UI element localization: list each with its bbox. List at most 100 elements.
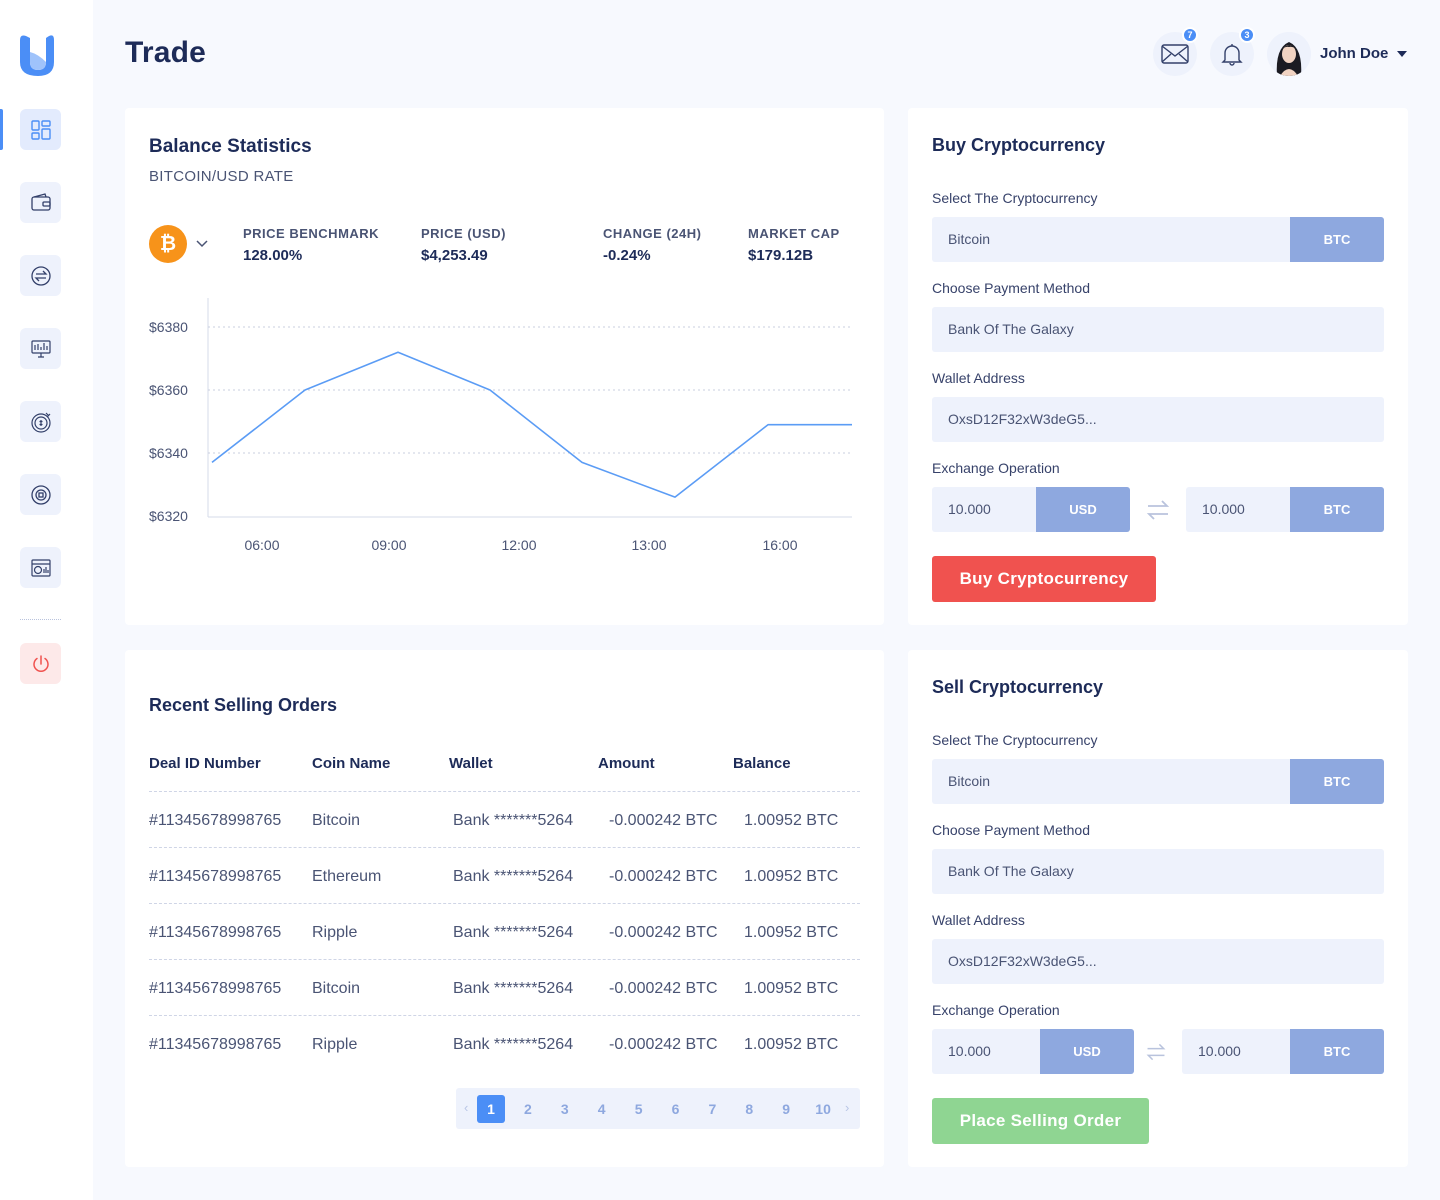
sell-from-value: 10.000 xyxy=(948,1043,991,1059)
sell-to-amount-input[interactable]: 10.000 BTC xyxy=(1182,1029,1384,1074)
sidebar-item-analytics[interactable] xyxy=(20,547,61,588)
logout-button[interactable] xyxy=(20,643,61,684)
column-coin-name[interactable]: Coin Name xyxy=(312,755,391,772)
bitcoin-icon[interactable]: ₿ xyxy=(149,225,187,263)
buy-wallet-label: Wallet Address xyxy=(932,370,1025,386)
pagination: ‹ 1 2 3 4 5 6 7 8 9 10 › xyxy=(456,1088,860,1129)
page-4-button[interactable]: 4 xyxy=(597,1101,606,1117)
page-10-button[interactable]: 10 xyxy=(815,1101,831,1117)
sell-from-currency: USD xyxy=(1040,1029,1134,1074)
series-line xyxy=(211,351,852,498)
sell-select-label: Select The Cryptocurrency xyxy=(932,732,1098,748)
table-row[interactable]: #11345678998765 Ethereum Bank *******5264 -… xyxy=(149,847,860,903)
buy-payment-label: Choose Payment Method xyxy=(932,280,1090,296)
prev-page-button[interactable]: ‹ xyxy=(464,1100,469,1115)
stat-value-market-cap: $179.12B xyxy=(748,247,814,264)
buy-payment-value: Bank Of The Galaxy xyxy=(948,321,1074,337)
next-page-button[interactable]: › xyxy=(845,1100,850,1115)
cell-amount: -0.000242 BTC xyxy=(609,868,718,885)
page-9-button[interactable]: 9 xyxy=(782,1101,791,1117)
cell-deal-id: #11345678998765 xyxy=(149,812,282,829)
sell-from-amount-input[interactable]: 10.000 USD xyxy=(932,1029,1134,1074)
cell-wallet: Bank *******5264 xyxy=(453,1036,574,1053)
analytics-window-icon xyxy=(30,558,51,577)
buy-payment-select[interactable]: Bank Of The Galaxy xyxy=(932,307,1384,352)
page-8-button[interactable]: 8 xyxy=(745,1101,754,1117)
sell-to-value: 10.000 xyxy=(1198,1043,1241,1059)
balance-statistics-card: Balance Statistics BITCOIN/USD RATE ₿ PR… xyxy=(125,108,884,625)
sidebar-item-investment[interactable] xyxy=(20,401,61,442)
cell-deal-id: #11345678998765 xyxy=(149,924,282,941)
sell-title: Sell Cryptocurrency xyxy=(932,677,1104,697)
cell-wallet: Bank *******5264 xyxy=(453,868,574,885)
page-1-button[interactable]: 1 xyxy=(477,1095,505,1123)
buy-crypto-select[interactable]: Bitcoin BTC xyxy=(932,217,1384,262)
cell-amount: -0.000242 BTC xyxy=(609,980,718,997)
x-tick-label: 16:00 xyxy=(762,537,797,553)
page-2-button[interactable]: 2 xyxy=(523,1101,532,1117)
sidebar-item-dashboard[interactable] xyxy=(20,109,61,150)
sidebar-item-coins[interactable] xyxy=(20,474,61,515)
column-wallet[interactable]: Wallet xyxy=(449,755,493,772)
cell-wallet: Bank *******5264 xyxy=(453,980,574,997)
column-amount[interactable]: Amount xyxy=(598,755,655,772)
buy-to-value: 10.000 xyxy=(1202,501,1245,517)
column-deal-id[interactable]: Deal ID Number xyxy=(149,755,261,772)
x-tick-label: 06:00 xyxy=(244,537,279,553)
page-6-button[interactable]: 6 xyxy=(671,1101,680,1117)
app-logo[interactable] xyxy=(20,32,54,76)
cell-wallet: Bank *******5264 xyxy=(453,812,574,829)
avatar[interactable] xyxy=(1267,32,1311,76)
table-row[interactable]: #11345678998765 Bitcoin Bank *******5264 -0… xyxy=(149,791,860,847)
cell-amount: -0.000242 BTC xyxy=(609,1036,718,1053)
buy-wallet-input[interactable]: OxsD12F32xW3deG5... xyxy=(932,397,1384,442)
sidebar-item-trading[interactable] xyxy=(20,328,61,369)
buy-to-amount-input[interactable]: 10.000 BTC xyxy=(1186,487,1384,532)
column-balance[interactable]: Balance xyxy=(733,755,791,772)
buy-cryptocurrency-button[interactable]: Buy Cryptocurrency xyxy=(932,556,1156,602)
cell-amount: -0.000242 BTC xyxy=(609,924,718,941)
table-row[interactable]: #11345678998765 Ripple Bank *******5264 -0.… xyxy=(149,1015,860,1071)
user-name[interactable]: John Doe xyxy=(1320,45,1389,62)
cell-coin-name: Ripple xyxy=(312,924,358,941)
buy-from-value: 10.000 xyxy=(948,501,991,517)
page-7-button[interactable]: 7 xyxy=(708,1101,717,1117)
stat-label-benchmark: PRICE BENCHMARK xyxy=(243,226,380,241)
caret-down-icon[interactable] xyxy=(1397,51,1407,57)
table-row[interactable]: #11345678998765 Ripple Bank *******5264 -0.… xyxy=(149,903,860,959)
buy-to-currency: BTC xyxy=(1290,487,1384,532)
cell-coin-name: Ripple xyxy=(312,1036,358,1053)
x-tick-label: 12:00 xyxy=(501,537,536,553)
swap-arrows-icon[interactable] xyxy=(1145,1041,1167,1063)
target-coin-icon xyxy=(30,412,51,433)
power-icon xyxy=(32,654,49,672)
buy-cryptocurrency-card: Buy Cryptocurrency Select The Cryptocurr… xyxy=(908,108,1408,625)
x-tick-label: 09:00 xyxy=(371,537,406,553)
messages-button[interactable]: 7 xyxy=(1153,27,1198,76)
page-3-button[interactable]: 3 xyxy=(560,1101,569,1117)
sell-wallet-value: OxsD12F32xW3deG5... xyxy=(948,953,1097,969)
sell-payment-label: Choose Payment Method xyxy=(932,822,1090,838)
sell-wallet-input[interactable]: OxsD12F32xW3deG5... xyxy=(932,939,1384,984)
stat-label-market-cap: MARKET CAP xyxy=(748,226,840,241)
cell-coin-name: Bitcoin xyxy=(312,812,361,829)
place-selling-order-button[interactable]: Place Selling Order xyxy=(932,1098,1149,1144)
y-tick-label: $6340 xyxy=(149,445,188,461)
dashboard-icon xyxy=(30,119,51,140)
table-row[interactable]: #11345678998765 Bitcoin Bank *******5264 -0… xyxy=(149,959,860,1015)
sidebar-item-exchange[interactable] xyxy=(20,255,61,296)
cell-balance: 1.00952 BTC xyxy=(744,924,839,941)
sell-crypto-select[interactable]: Bitcoin BTC xyxy=(932,759,1384,804)
page-5-button[interactable]: 5 xyxy=(634,1101,643,1117)
sidebar-item-wallet[interactable] xyxy=(20,182,61,223)
y-tick-label: $6360 xyxy=(149,382,188,398)
swap-arrows-icon[interactable] xyxy=(1145,499,1171,521)
chevron-down-icon[interactable] xyxy=(195,236,209,250)
sell-payment-select[interactable]: Bank Of The Galaxy xyxy=(932,849,1384,894)
nav-active-indicator xyxy=(0,109,3,150)
notifications-button[interactable]: 3 xyxy=(1210,27,1255,76)
buy-from-amount-input[interactable]: 10.000 USD xyxy=(932,487,1130,532)
sell-to-currency: BTC xyxy=(1290,1029,1384,1074)
sell-payment-value: Bank Of The Galaxy xyxy=(948,863,1074,879)
recent-orders-card: Recent Selling Orders Deal ID Number Coi… xyxy=(125,650,884,1167)
